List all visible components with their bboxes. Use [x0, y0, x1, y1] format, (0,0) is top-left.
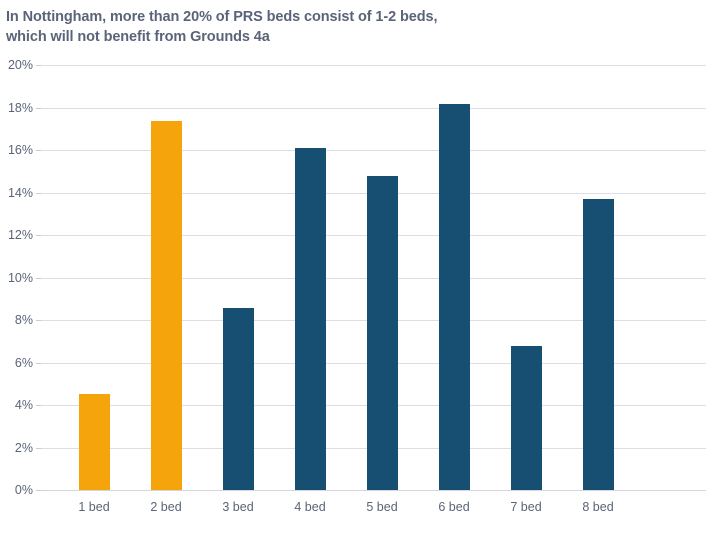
y-axis-tick-mark [36, 363, 41, 364]
x-axis-tick-label: 3 bed [222, 500, 254, 514]
y-axis-tick-mark [36, 278, 41, 279]
x-axis-tick-label: 6 bed [438, 500, 470, 514]
x-axis-tick-label: 2 bed [150, 500, 182, 514]
bar[interactable] [295, 147, 326, 490]
x-axis-tick-label: 4 bed [294, 500, 326, 514]
y-axis-tick-mark [36, 150, 41, 151]
bar[interactable] [439, 104, 470, 490]
y-axis-tick-label: 14% [7, 186, 33, 200]
y-axis-tick-label: 0% [14, 483, 33, 497]
y-axis-tick-label: 16% [7, 143, 33, 157]
y-axis-tick-mark [36, 235, 41, 236]
y-axis-tick-mark [36, 490, 41, 491]
gridline [40, 65, 706, 66]
y-axis-tick-mark [36, 108, 41, 109]
bar[interactable] [367, 175, 398, 490]
y-axis-tick-label: 4% [14, 398, 33, 412]
x-axis-tick-label: 8 bed [582, 500, 614, 514]
y-axis-tick-label: 18% [7, 101, 33, 115]
y-axis-tick-mark [36, 193, 41, 194]
y-axis-tick-mark [36, 448, 41, 449]
gridline [40, 108, 706, 109]
bar[interactable] [511, 345, 542, 490]
y-axis-tick-label: 6% [14, 356, 33, 370]
y-axis-tick-mark [36, 65, 41, 66]
bar[interactable] [79, 394, 110, 490]
bar[interactable] [583, 198, 614, 490]
y-axis-tick-label: 8% [14, 313, 33, 327]
x-axis-tick-label: 7 bed [510, 500, 542, 514]
y-axis-tick-label: 10% [7, 271, 33, 285]
y-axis-tick-label: 20% [7, 58, 33, 72]
bar[interactable] [151, 121, 182, 490]
y-axis-tick-label: 2% [14, 441, 33, 455]
x-axis-tick-label: 1 bed [78, 500, 110, 514]
y-axis-tick-mark [36, 405, 41, 406]
y-axis-tick-mark [36, 320, 41, 321]
bar[interactable] [223, 308, 254, 490]
gridline [40, 150, 706, 151]
gridline [40, 490, 706, 491]
y-axis-tick-label: 12% [7, 228, 33, 242]
x-axis-tick-label: 5 bed [366, 500, 398, 514]
chart-title: In Nottingham, more than 20% of PRS beds… [6, 9, 438, 45]
